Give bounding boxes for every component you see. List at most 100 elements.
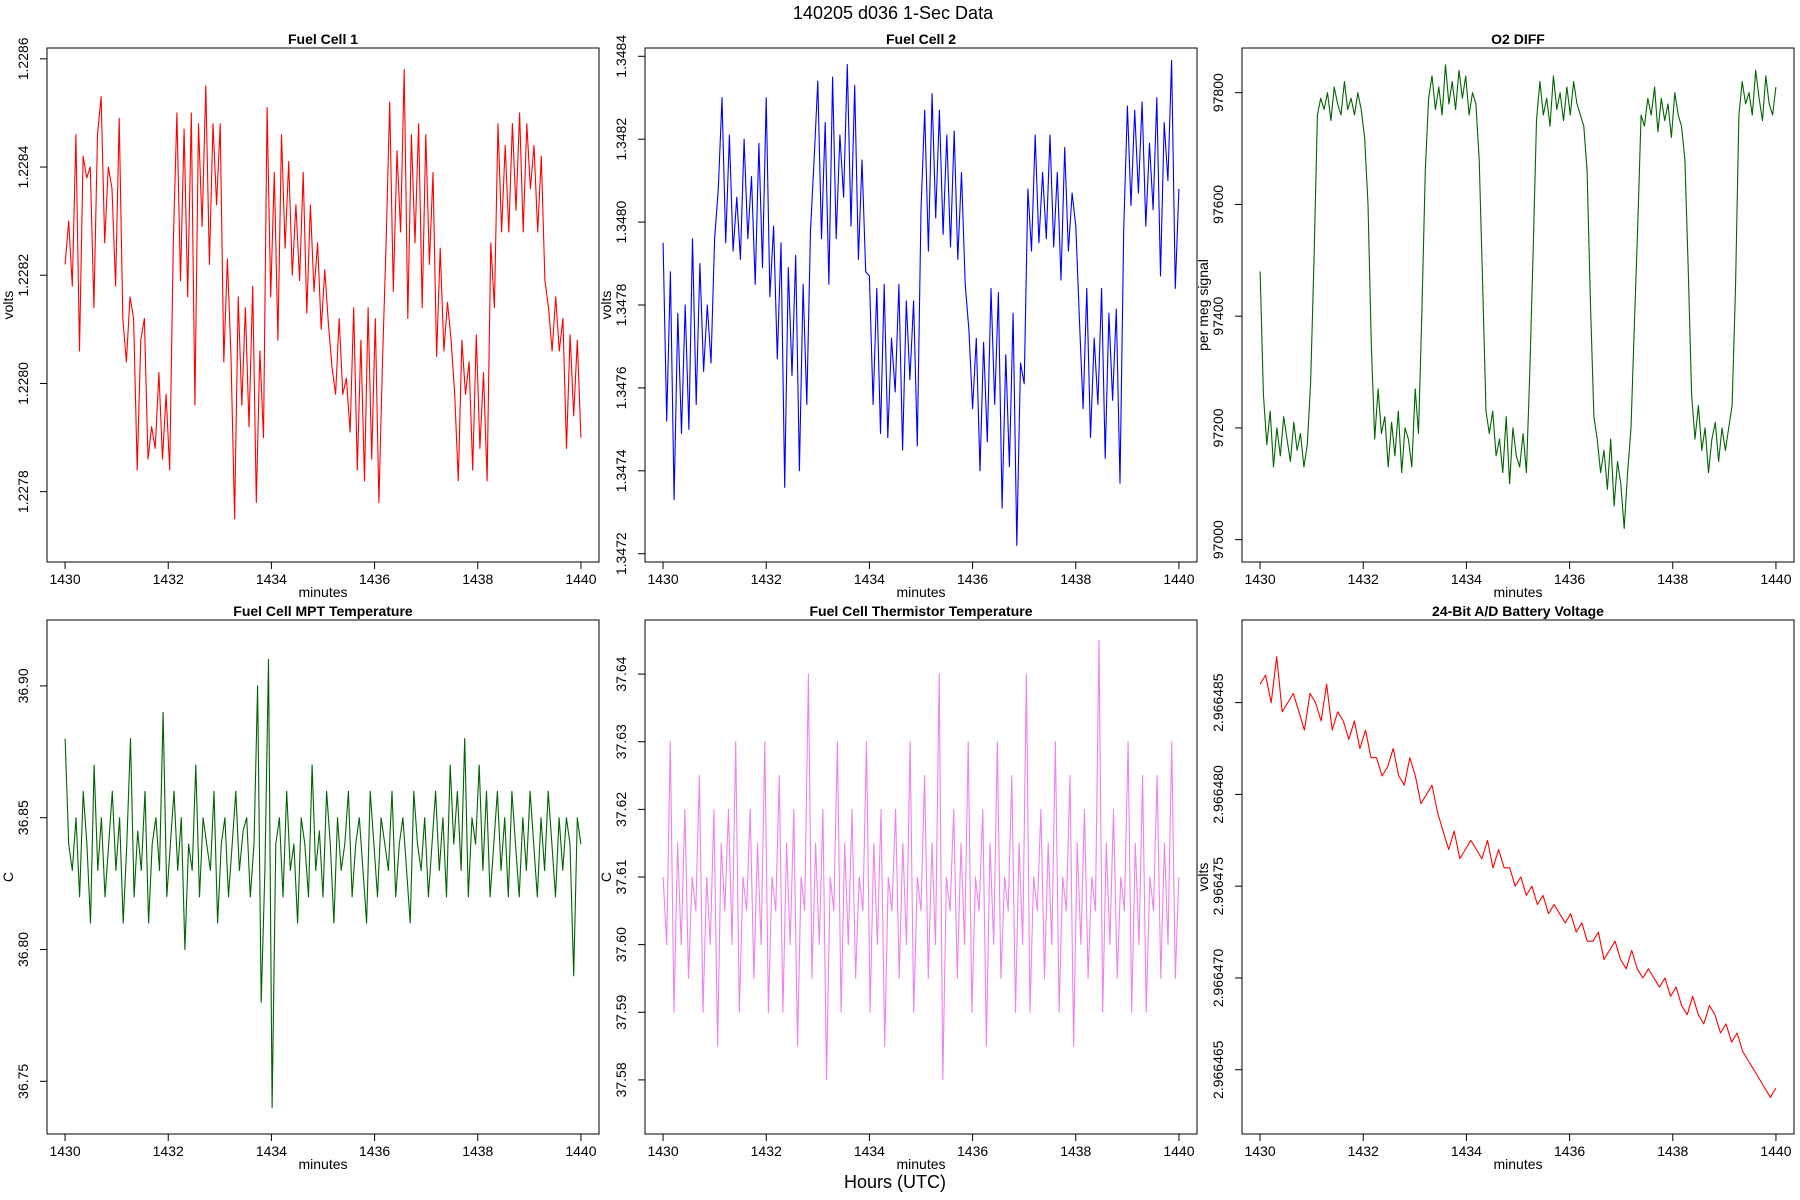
x-tick-label: 1440 xyxy=(1163,571,1194,587)
y-tick-label: 97400 xyxy=(1210,296,1226,335)
x-tick-label: 1436 xyxy=(1554,1143,1585,1159)
x-tick-label: 1432 xyxy=(1348,571,1379,587)
y-tick-label: 97000 xyxy=(1210,520,1226,559)
series-line-1 xyxy=(1259,656,1777,1098)
y-tick-label: 37.59 xyxy=(613,995,629,1030)
y-tick-label: 97600 xyxy=(1210,185,1226,224)
y-tick-label: 1.2284 xyxy=(15,145,31,188)
figure-bottom-label: Hours (UTC) xyxy=(844,1172,946,1192)
x-tick-label: 1438 xyxy=(462,1143,493,1159)
plot-frame xyxy=(1241,619,1795,1135)
y-axis-label: C xyxy=(0,872,16,882)
x-tick-label: 1430 xyxy=(647,1143,678,1159)
x-tick-label: 1434 xyxy=(1451,571,1482,587)
y-tick-label: 1.3484 xyxy=(613,35,629,78)
y-tick-label: 1.3474 xyxy=(613,449,629,492)
panel-title: O2 DIFF xyxy=(1491,31,1545,47)
y-tick-label: 97200 xyxy=(1210,408,1226,447)
panel-title: Fuel Cell Thermistor Temperature xyxy=(809,603,1032,619)
plot-frame xyxy=(46,47,600,563)
plot-frame xyxy=(1241,47,1795,563)
plot-frame xyxy=(46,619,600,1135)
y-tick-label: 1.3472 xyxy=(613,532,629,575)
x-tick-label: 1436 xyxy=(957,571,988,587)
y-tick-label: 2.966465 xyxy=(1210,1040,1226,1099)
panel-title: Fuel Cell 2 xyxy=(886,31,956,47)
y-tick-label: 1.2282 xyxy=(15,254,31,297)
x-tick-label: 1438 xyxy=(1060,571,1091,587)
x-axis-label: minutes xyxy=(298,584,347,600)
x-tick-label: 1432 xyxy=(751,1143,782,1159)
series-line-1 xyxy=(64,658,582,1109)
y-tick-label: 37.62 xyxy=(613,792,629,827)
panel-title: 24-Bit A/D Battery Voltage xyxy=(1432,603,1604,619)
x-axis-label: minutes xyxy=(1493,584,1542,600)
x-tick-label: 1438 xyxy=(462,571,493,587)
x-tick-label: 1436 xyxy=(359,1143,390,1159)
y-tick-label: 97800 xyxy=(1210,73,1226,112)
x-axis-label: minutes xyxy=(298,1156,347,1172)
y-tick-label: 37.61 xyxy=(613,859,629,894)
y-tick-label: 1.3482 xyxy=(613,118,629,161)
x-tick-label: 1430 xyxy=(647,571,678,587)
x-tick-label: 1438 xyxy=(1657,571,1688,587)
y-tick-label: 1.2286 xyxy=(15,37,31,80)
series-line-1 xyxy=(1259,64,1777,530)
series-line-1 xyxy=(64,69,582,520)
x-tick-label: 1438 xyxy=(1657,1143,1688,1159)
x-tick-label: 1430 xyxy=(49,571,80,587)
panel-6: 24-Bit A/D Battery Voltage 1430 1432 1434 14… xyxy=(1195,603,1795,1172)
x-tick-label: 1432 xyxy=(751,571,782,587)
panel-5: Fuel Cell Thermistor Temperature 1430 1432… xyxy=(598,603,1198,1172)
x-tick-label: 1434 xyxy=(256,571,287,587)
panels: Fuel Cell 1 1430 1432 1434 1436 1438 1440 minut… xyxy=(0,31,1795,1172)
x-tick-label: 1430 xyxy=(1244,571,1275,587)
y-tick-label: 1.2278 xyxy=(15,470,31,513)
x-tick-label: 1434 xyxy=(1451,1143,1482,1159)
x-tick-label: 1432 xyxy=(153,1143,184,1159)
panel-4: Fuel Cell MPT Temperature 1430 1432 1434 143… xyxy=(0,603,600,1172)
y-tick-label: 36.75 xyxy=(15,1064,31,1099)
x-tick-label: 1434 xyxy=(256,1143,287,1159)
y-axis-label: volts xyxy=(598,291,614,320)
y-tick-label: 37.58 xyxy=(613,1062,629,1097)
y-tick-label: 36.85 xyxy=(15,800,31,835)
x-tick-label: 1434 xyxy=(854,571,885,587)
x-tick-label: 1438 xyxy=(1060,1143,1091,1159)
x-tick-label: 1432 xyxy=(153,571,184,587)
x-tick-label: 1432 xyxy=(1348,1143,1379,1159)
x-tick-label: 1436 xyxy=(1554,571,1585,587)
panel-1: Fuel Cell 1 1430 1432 1434 1436 1438 1440 minut… xyxy=(0,31,600,600)
y-tick-label: 36.90 xyxy=(15,668,31,703)
x-tick-label: 1440 xyxy=(1760,571,1791,587)
y-axis-label: per meg signal xyxy=(1195,259,1211,351)
y-tick-label: 1.3478 xyxy=(613,283,629,326)
panel-3: O2 DIFF 1430 1432 1434 1436 1438 1440 minutes 97… xyxy=(1195,31,1795,600)
panel-2: Fuel Cell 2 1430 1432 1434 1436 1438 1440 minut… xyxy=(598,31,1198,600)
series-line-1 xyxy=(662,639,1180,1081)
series-line-1 xyxy=(662,59,1180,546)
y-tick-label: 2.966480 xyxy=(1210,765,1226,824)
x-tick-label: 1434 xyxy=(854,1143,885,1159)
figure-suptitle: 140205 d036 1-Sec Data xyxy=(793,3,994,23)
y-tick-label: 1.2280 xyxy=(15,362,31,405)
y-tick-label: 37.63 xyxy=(613,724,629,759)
y-tick-label: 2.966470 xyxy=(1210,949,1226,1008)
x-axis-label: minutes xyxy=(896,1156,945,1172)
y-tick-label: 36.80 xyxy=(15,932,31,967)
y-axis-label: volts xyxy=(0,291,16,320)
y-tick-label: 2.966475 xyxy=(1210,857,1226,916)
y-tick-label: 37.64 xyxy=(613,656,629,691)
x-tick-label: 1440 xyxy=(565,571,596,587)
x-tick-label: 1440 xyxy=(1760,1143,1791,1159)
y-tick-label: 1.3476 xyxy=(613,366,629,409)
y-axis-label: volts xyxy=(1195,863,1211,892)
y-tick-label: 1.3480 xyxy=(613,200,629,243)
x-axis-label: minutes xyxy=(1493,1156,1542,1172)
x-axis-label: minutes xyxy=(896,584,945,600)
x-tick-label: 1436 xyxy=(359,571,390,587)
y-axis-label: C xyxy=(598,872,614,882)
x-tick-label: 1440 xyxy=(1163,1143,1194,1159)
